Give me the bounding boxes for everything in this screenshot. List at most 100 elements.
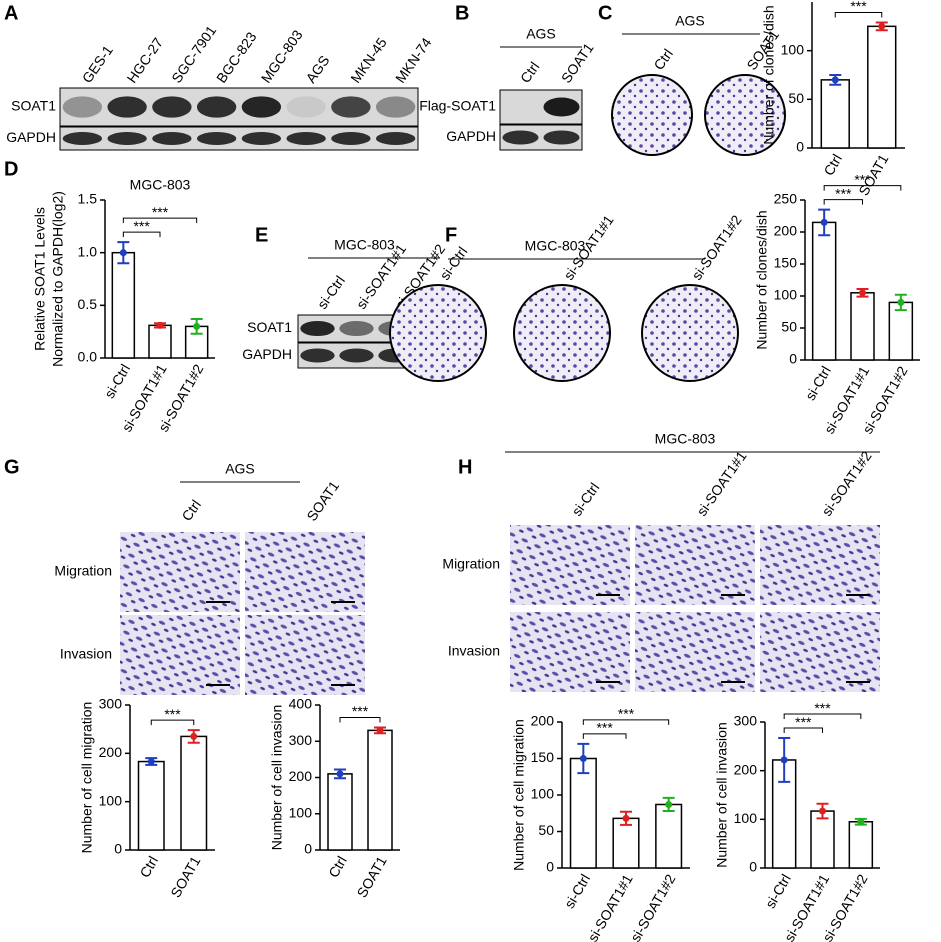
y-tick-label: 0 bbox=[749, 859, 757, 875]
bar bbox=[810, 810, 835, 869]
mean-point bbox=[622, 814, 630, 822]
micrograph bbox=[120, 532, 240, 612]
significance-label: *** bbox=[835, 185, 852, 201]
bar bbox=[848, 821, 874, 869]
mean-point bbox=[579, 755, 587, 762]
y-tick-label: 50 bbox=[788, 90, 804, 106]
band bbox=[286, 96, 326, 118]
y-tick-label: 400 bbox=[289, 696, 313, 712]
y-axis-label: Number of clones/dish bbox=[754, 210, 770, 349]
band bbox=[196, 96, 237, 118]
y-tick-label: 200 bbox=[734, 761, 758, 777]
mean-point bbox=[859, 289, 866, 297]
x-tick-label: Ctrl bbox=[820, 151, 845, 178]
band bbox=[331, 132, 371, 145]
micrograph bbox=[510, 525, 630, 605]
x-tick-label: si-Ctrl bbox=[101, 361, 133, 401]
dish bbox=[611, 74, 693, 156]
y-tick-label: 200 bbox=[531, 713, 555, 729]
band bbox=[339, 320, 374, 337]
column-label: Ctrl bbox=[178, 497, 204, 524]
micrograph bbox=[760, 525, 880, 605]
y-tick-label: 50 bbox=[538, 822, 554, 838]
band bbox=[241, 96, 282, 118]
significance-label: *** bbox=[352, 703, 369, 719]
row-label: GAPDH bbox=[242, 346, 292, 362]
lane-label: Ctrl bbox=[517, 59, 543, 86]
band bbox=[286, 132, 326, 145]
x-tick-label: Ctrl bbox=[136, 853, 161, 880]
significance-label: *** bbox=[854, 171, 871, 187]
significance-bracket bbox=[582, 719, 670, 725]
micrograph bbox=[245, 615, 365, 695]
y-tick-label: 1.5 bbox=[78, 191, 98, 207]
dish bbox=[704, 74, 786, 156]
dish bbox=[641, 284, 739, 382]
y-tick-label: 0 bbox=[796, 139, 804, 155]
y-tick-label: 0.5 bbox=[78, 296, 98, 312]
panel-label: A bbox=[4, 2, 18, 24]
y-tick-label: 200 bbox=[774, 223, 798, 239]
cell-line: AGS bbox=[675, 13, 705, 29]
y-tick-label: 300 bbox=[99, 696, 123, 712]
y-tick-label: 100 bbox=[734, 810, 758, 826]
significance-bracket bbox=[582, 733, 627, 739]
panel-label: B bbox=[455, 2, 469, 24]
lane-label: MKN-45 bbox=[347, 34, 390, 85]
band bbox=[152, 96, 192, 118]
band bbox=[62, 96, 103, 118]
lane-label: HGC-27 bbox=[124, 34, 167, 85]
cell-line: AGS bbox=[526, 26, 556, 42]
panel-label: E bbox=[255, 224, 268, 246]
blot bbox=[59, 126, 419, 151]
bar bbox=[811, 221, 837, 361]
band bbox=[196, 132, 237, 145]
row-label: SOAT1 bbox=[247, 319, 292, 335]
significance-bracket bbox=[823, 199, 863, 205]
cell-line: AGS bbox=[225, 461, 255, 477]
y-axis-label: Number of cell migration bbox=[511, 719, 527, 871]
y-tick-label: 50 bbox=[781, 319, 797, 335]
y-tick-label: 100 bbox=[99, 792, 123, 808]
band bbox=[300, 320, 335, 337]
bar bbox=[148, 324, 172, 359]
column-label: si-Ctrl bbox=[568, 480, 602, 519]
lane-label: MGC-803 bbox=[258, 27, 306, 86]
mean-point bbox=[119, 249, 127, 257]
mean-point bbox=[831, 76, 839, 84]
bar bbox=[867, 25, 897, 149]
x-tick-label: Ctrl bbox=[325, 853, 350, 880]
x-tick-label: si-Ctrl bbox=[561, 871, 593, 911]
significance-bracket bbox=[783, 713, 862, 720]
band bbox=[107, 96, 147, 118]
cell-line: MGC-803 bbox=[525, 238, 586, 254]
y-axis-label: Number of cell invasion bbox=[714, 722, 730, 868]
lane-label: MKN-74 bbox=[392, 34, 435, 85]
y-tick-label: 100 bbox=[531, 786, 555, 802]
y-tick-label: 0.0 bbox=[78, 349, 98, 365]
band bbox=[502, 130, 539, 145]
lane-label: AGS bbox=[303, 52, 333, 85]
band bbox=[300, 348, 335, 363]
lane-label: BGC-823 bbox=[213, 29, 260, 86]
micrograph bbox=[510, 612, 630, 692]
y-axis-label: Number of cell invasion bbox=[269, 705, 285, 851]
row-label: Invasion bbox=[448, 643, 500, 659]
mean-point bbox=[780, 756, 788, 764]
y-tick-label: 200 bbox=[289, 768, 313, 784]
panel-label: C bbox=[598, 2, 612, 24]
y-tick-label: 300 bbox=[289, 732, 313, 748]
significance-label: *** bbox=[133, 218, 150, 234]
significance-label: *** bbox=[618, 706, 635, 722]
mean-point bbox=[156, 321, 164, 329]
significance-label: *** bbox=[814, 700, 831, 716]
significance-label: *** bbox=[850, 0, 867, 14]
column-label: SOAT1 bbox=[303, 478, 342, 524]
y-tick-label: 0 bbox=[789, 351, 797, 367]
dish-label: Ctrl bbox=[650, 46, 676, 73]
y-axis-label: Number of cell migration bbox=[79, 702, 95, 854]
bar bbox=[850, 292, 875, 361]
lane-label: GES-1 bbox=[79, 42, 116, 86]
panel-label: H bbox=[458, 456, 472, 478]
